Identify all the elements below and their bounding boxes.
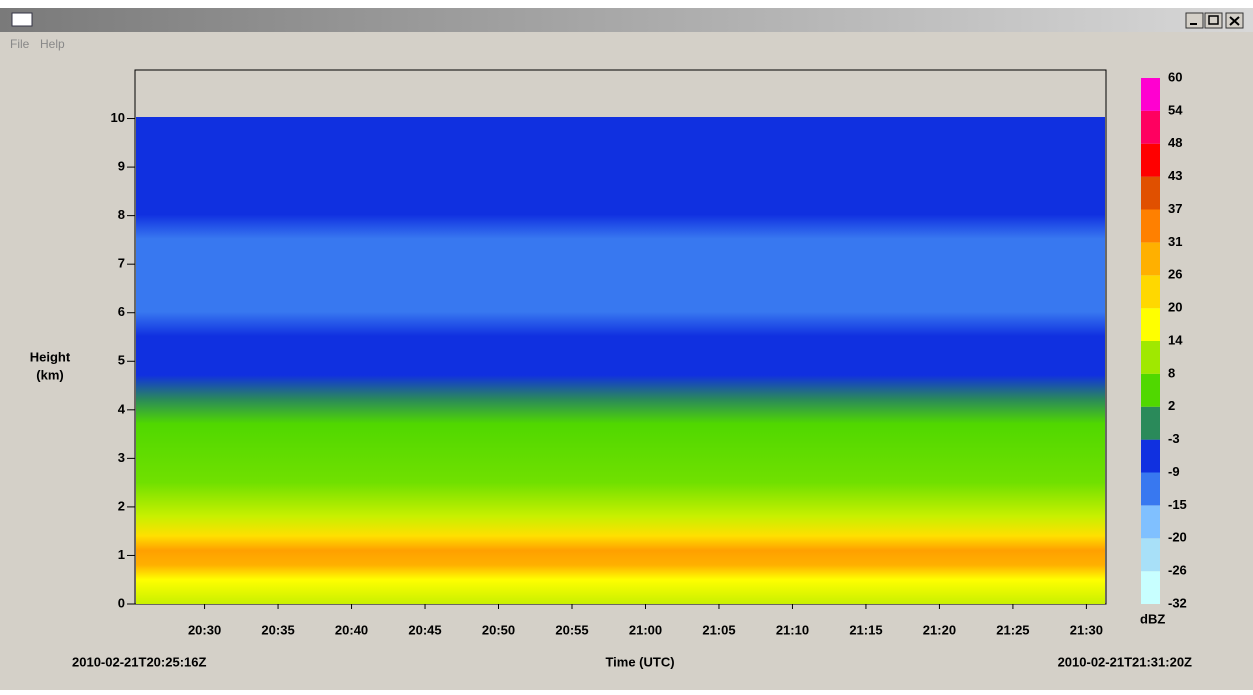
colorbar-tick-label: 2 [1168, 398, 1175, 413]
colorbar-segment [1141, 505, 1160, 538]
colorbar-tick-label: 43 [1168, 168, 1182, 183]
colorbar-tick-label: 8 [1168, 365, 1175, 380]
colorbar-tick-label: -15 [1168, 497, 1187, 512]
y-tick-label: 7 [118, 256, 125, 271]
start-time: 2010-02-21T20:25:16Z [72, 654, 206, 669]
title-bar [0, 8, 1253, 32]
y-tick-label: 4 [118, 401, 126, 416]
y-tick-label: 10 [111, 110, 125, 125]
y-tick-label: 6 [118, 304, 125, 319]
colorbar-tick-label: 26 [1168, 267, 1182, 282]
reflectivity-field [136, 117, 1105, 604]
x-tick-label: 21:10 [776, 622, 809, 637]
x-tick-label: 20:40 [335, 622, 368, 637]
menu-file[interactable]: File [10, 37, 30, 51]
colorbar-segment [1141, 210, 1160, 243]
colorbar-tick-label: -3 [1168, 431, 1180, 446]
colorbar-label: dBZ [1140, 611, 1165, 626]
colorbar-segment [1141, 374, 1160, 407]
colorbar-tick-label: 14 [1168, 332, 1183, 347]
y-axis-unit: (km) [36, 367, 63, 382]
colorbar-segment [1141, 341, 1160, 374]
colorbar-tick-label: -26 [1168, 563, 1187, 578]
app-window: File Help Height (km) Time (UTC) 2010-02… [0, 0, 1253, 690]
x-tick-label: 20:45 [408, 622, 441, 637]
menu-help[interactable]: Help [40, 37, 65, 51]
colorbar-tick-label: 48 [1168, 135, 1182, 150]
window-controls [1186, 13, 1243, 28]
colorbar-tick-label: -20 [1168, 530, 1187, 545]
y-axis-label: Height [30, 349, 71, 364]
colorbar-segment [1141, 473, 1160, 506]
colorbar-tick-label: 20 [1168, 300, 1182, 315]
x-tick-label: 20:55 [555, 622, 588, 637]
y-tick-label: 8 [118, 207, 125, 222]
colorbar-segment [1141, 538, 1160, 571]
x-tick-label: 21:05 [702, 622, 735, 637]
colorbar-segment [1141, 242, 1160, 275]
colorbar-tick-label: 37 [1168, 201, 1182, 216]
y-tick-label: 0 [118, 595, 125, 610]
app-icon [12, 13, 32, 26]
x-tick-label: 20:50 [482, 622, 515, 637]
colorbar-segment [1141, 308, 1160, 341]
y-tick-label: 1 [118, 547, 125, 562]
colorbar-tick-label: 60 [1168, 69, 1182, 84]
colorbar-tick-label: 31 [1168, 234, 1182, 249]
colorbar-segment [1141, 111, 1160, 144]
colorbar-tick-label: 54 [1168, 102, 1183, 117]
colorbar-tick-label: -9 [1168, 464, 1180, 479]
x-axis-label: Time (UTC) [605, 654, 674, 669]
colorbar-segment [1141, 440, 1160, 473]
x-tick-label: 20:30 [188, 622, 221, 637]
minimize-button[interactable] [1186, 13, 1203, 28]
colorbar-segment [1141, 177, 1160, 210]
x-tick-label: 21:15 [849, 622, 882, 637]
x-tick-label: 20:35 [261, 622, 294, 637]
y-tick-label: 9 [118, 159, 125, 174]
colorbar-segment [1141, 144, 1160, 177]
colorbar-segment [1141, 275, 1160, 308]
y-tick-label: 3 [118, 450, 125, 465]
x-tick-label: 21:20 [923, 622, 956, 637]
colorbar-segment [1141, 78, 1160, 111]
colorbar-tick-label: -32 [1168, 595, 1187, 610]
end-time: 2010-02-21T21:31:20Z [1058, 654, 1192, 669]
x-tick-label: 21:00 [629, 622, 662, 637]
colorbar-segment [1141, 407, 1160, 440]
y-tick-label: 5 [118, 353, 125, 368]
x-tick-label: 21:30 [1070, 622, 1103, 637]
y-tick-label: 2 [118, 498, 125, 513]
x-tick-label: 21:25 [996, 622, 1029, 637]
colorbar-segment [1141, 571, 1160, 604]
